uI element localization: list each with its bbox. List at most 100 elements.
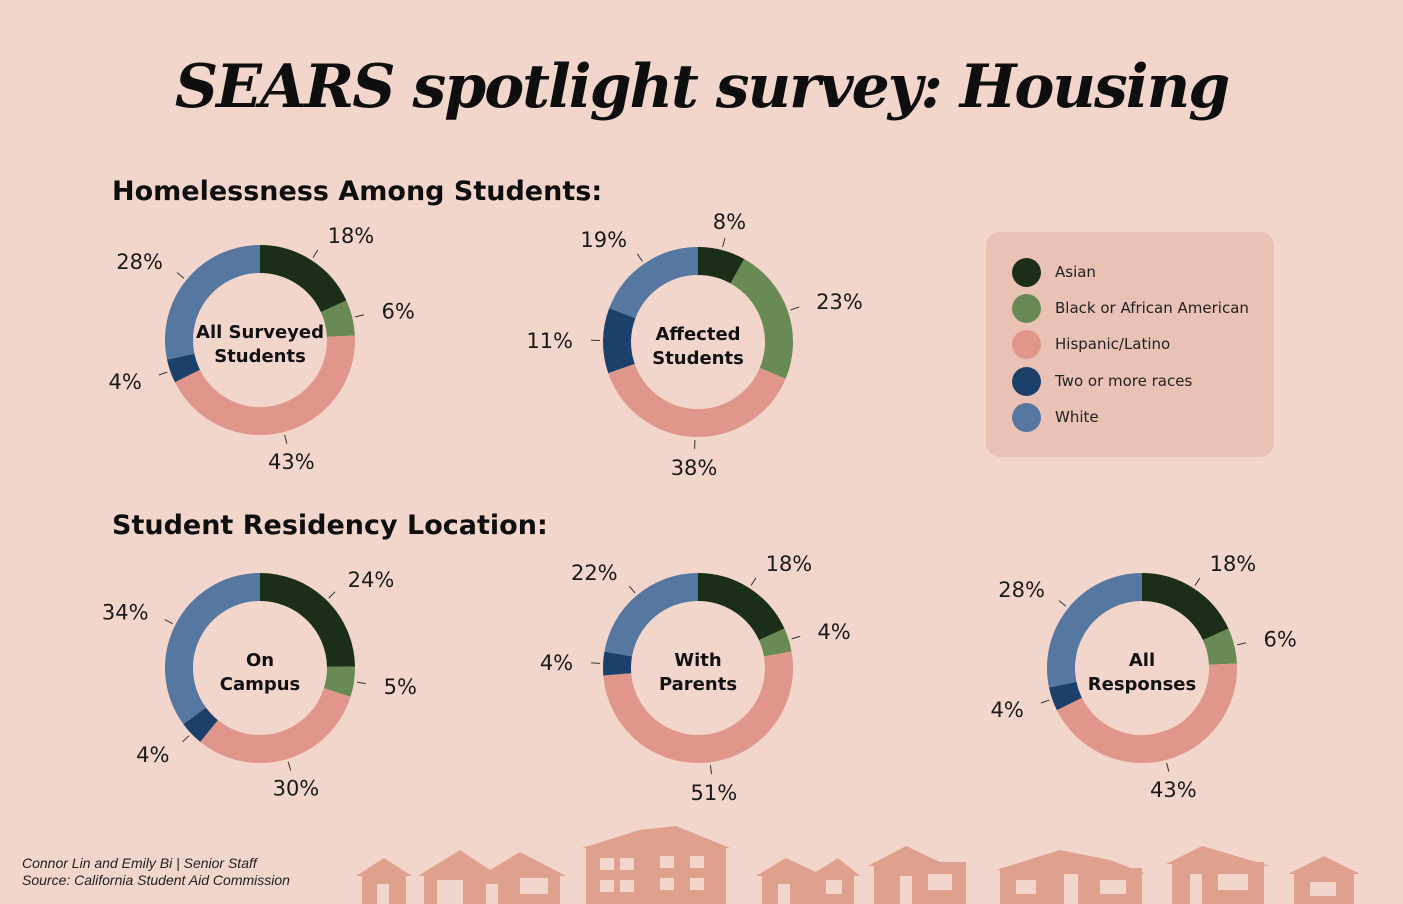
donut-center-label: All Surveyed [196,322,324,343]
legend-item-white: White [1012,402,1099,432]
slice-label: 18% [328,224,375,248]
slice-label: 8% [713,210,746,234]
house-icon [1288,856,1360,904]
donut-slice [697,247,745,284]
leader-line [709,765,713,775]
legend-label: Two or more races [1055,372,1193,390]
donut-slice [1047,573,1143,688]
slice-label: 43% [268,450,315,474]
leader-line [355,314,365,318]
legend-label: White [1055,408,1099,426]
donut-slice [1049,681,1083,711]
donut-slice [1141,573,1229,641]
donut-slice [174,335,355,435]
legend-item-asian: Asian [1012,257,1096,287]
slice-label: 30% [273,777,320,801]
legend-swatch [1012,293,1041,323]
slice-label: 22% [571,561,618,585]
legend-label: Asian [1055,263,1096,281]
section-title-homelessness: Homelessness Among Students: [112,176,603,207]
leader-line [284,434,288,444]
house-icon [1166,846,1270,904]
donut-slice [603,308,636,374]
leader-line [176,272,185,279]
section-title-residency: Student Residency Location: [112,510,548,541]
credits-source: Source: California Student Aid Commissio… [22,872,290,888]
slice-label: 51% [690,781,737,805]
legend-swatch [1012,366,1041,396]
leader-line [1194,577,1201,586]
donut-slice [603,651,793,763]
donut-chart: 18% 6% 43% 4% 28% All Surveyed Students [109,224,415,474]
donut-center-label: Students [214,346,306,367]
leader-line [790,306,800,311]
slice-label: 5% [384,675,417,699]
donut-slice [758,628,792,657]
donut-slice [1202,628,1237,666]
slice-label: 4% [817,620,850,644]
leader-line [722,238,726,248]
donut-chart: 18% 6% 43% 4% 28% All Responses [991,552,1297,802]
house-icon [868,846,970,904]
leader-line [1237,642,1247,646]
leader-line [1058,600,1067,607]
slice-label: 34% [102,600,149,624]
donut-slice [320,300,355,338]
slice-label: 6% [381,300,414,324]
donut-slice [183,707,219,742]
slice-label: 28% [998,578,1045,602]
credits-authors: Connor Lin and Emily Bi | Senior Staff [22,855,257,871]
house-icon [582,826,730,904]
leader-line [182,735,190,743]
slice-label: 38% [671,456,718,480]
legend-item-black: Black or African American [1012,293,1249,323]
donut-slice [323,666,355,697]
donut-chart: 24% 5% 30% 4% 34% On Campus [102,568,417,801]
slice-label: 11% [526,329,573,353]
slice-label: 4% [109,370,142,394]
leader-line [628,585,636,594]
slice-label: 24% [348,568,395,592]
slice-label: 18% [766,552,813,576]
donut-center-label: All [1129,650,1155,671]
donut-slice [609,247,699,319]
slice-label: 28% [116,250,163,274]
donut-slice [604,573,699,657]
leader-line [750,577,757,586]
donut-slice [697,573,785,641]
slice-label: 6% [1263,628,1296,652]
donut-center-label: With [674,650,721,671]
slice-label: 4% [991,698,1024,722]
legend-label: Hispanic/Latino [1055,335,1171,353]
donut-slice [1056,663,1237,763]
legend: Asian Black or African American Hispanic… [986,232,1274,457]
donut-slice [730,258,793,379]
leader-line [164,619,173,625]
leader-line [158,371,168,376]
slice-label: 18% [1210,552,1257,576]
leader-line [356,681,366,685]
donut-slice [603,651,633,676]
slice-label: 4% [540,651,573,675]
donut-center-label: Campus [220,674,301,695]
donut-center-label: Responses [1088,674,1196,695]
legend-item-two-or-more: Two or more races [1012,366,1192,396]
leader-line [312,249,319,258]
slice-label: 19% [580,228,627,252]
slice-label: 4% [136,743,169,767]
donut-slice [608,363,786,437]
donut-center-label: On [246,650,274,671]
slice-label: 23% [816,290,863,314]
legend-swatch [1012,402,1041,432]
donut-slice [259,573,355,668]
donut-slice [200,687,351,763]
leader-line [287,761,292,771]
donut-center-label: Affected [655,324,740,345]
donut-center-label: Parents [659,674,737,695]
leader-line [791,635,801,640]
legend-swatch [1012,329,1041,359]
donut-slice [167,353,201,383]
donut-slice [259,245,347,313]
